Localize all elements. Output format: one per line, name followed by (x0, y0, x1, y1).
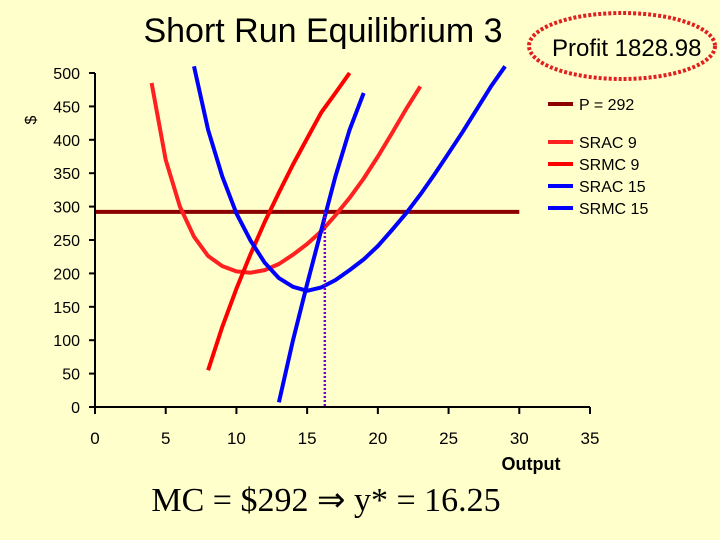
x-tick-label: 20 (368, 429, 387, 448)
y-tick-label: 400 (53, 133, 80, 150)
legend-label-p-292: P = 292 (579, 97, 634, 114)
y-tick-label: 50 (62, 367, 80, 384)
y-tick-label: 100 (53, 333, 80, 350)
y-tick-label: 0 (71, 400, 80, 417)
x-tick-label: 0 (90, 429, 99, 448)
x-tick-label: 10 (227, 429, 246, 448)
profit-label: Profit 1828.98 (552, 35, 701, 62)
legend-label-srmc-15: SRMC 15 (579, 201, 648, 218)
x-tick-label: 15 (298, 429, 317, 448)
profit-highlight-ellipse (527, 11, 717, 81)
series-srmc-15-line (276, 92, 366, 403)
series-srac-15-line (192, 65, 507, 293)
y-tick-label: 200 (53, 266, 80, 283)
chart-title: Short Run Equilibrium 3 (143, 12, 502, 50)
legend-label-srmc-9: SRMC 9 (579, 157, 640, 174)
x-tick-label: 35 (581, 429, 600, 448)
x-tick-label: 30 (510, 429, 529, 448)
x-axis-label: Output (502, 454, 561, 474)
y-tick-label: 150 (53, 300, 80, 317)
x-tick-label: 5 (161, 429, 170, 448)
legend: P = 292 SRAC 9 SRMC 9 SRAC 15 SRMC 15 (548, 97, 648, 218)
y-tick-label: 450 (53, 99, 80, 116)
series-srmc-9-line (206, 71, 352, 371)
equilibrium-formula: MC = $292 ⇒ y* = 16.25 (151, 482, 500, 519)
axes: 0 50 100 150 200 250 300 350 400 450 500 0 5 10 15 20 25… (53, 66, 599, 448)
y-tick-label: 250 (53, 233, 80, 250)
plot-area (95, 65, 520, 407)
x-tick-label: 25 (439, 429, 458, 448)
legend-label-srac-15: SRAC 15 (579, 179, 646, 196)
legend-label-srac-9: SRAC 9 (579, 135, 637, 152)
y-tick-label: 350 (53, 166, 80, 183)
series-srac-9-line (149, 82, 422, 275)
y-tick-label: 300 (53, 200, 80, 217)
y-axis-label: $ (23, 115, 40, 124)
y-tick-label: 500 (53, 66, 80, 83)
